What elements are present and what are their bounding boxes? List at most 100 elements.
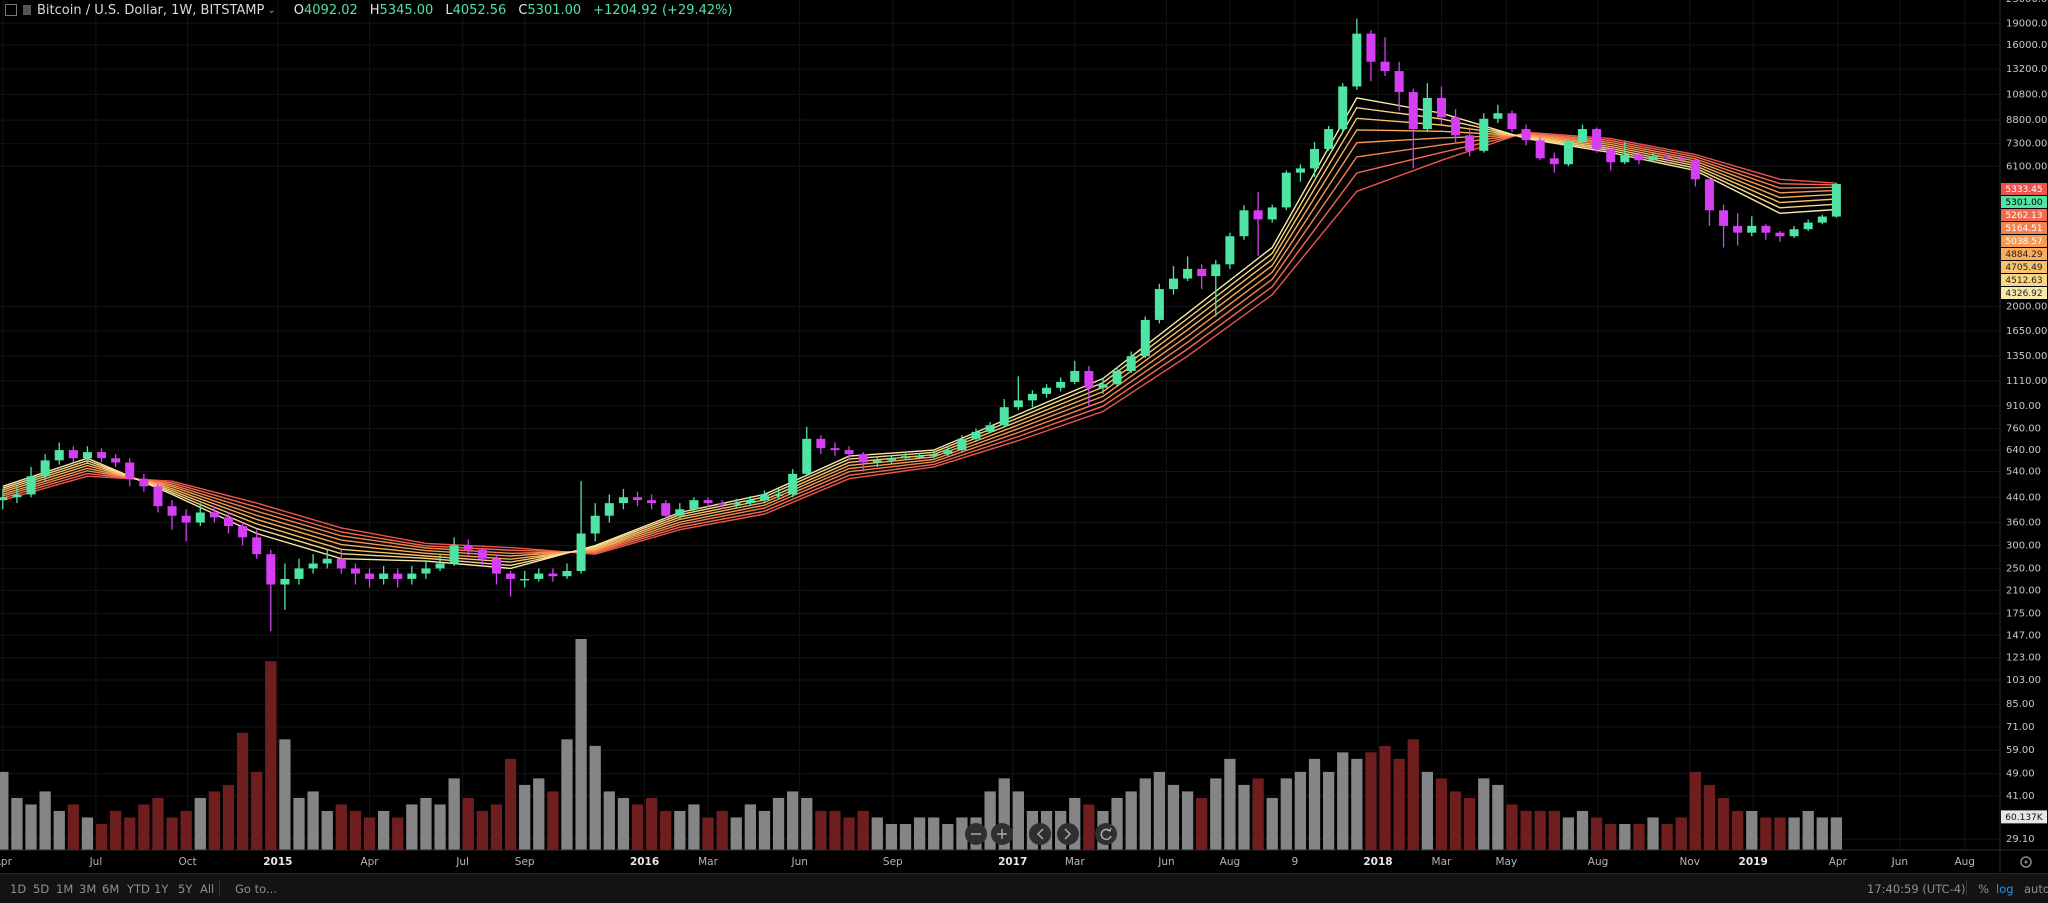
- x-tick-label: 2019: [1739, 856, 1768, 868]
- x-tick-label: Jul: [455, 856, 469, 868]
- y-tick-label: 210.00: [2006, 585, 2041, 596]
- close-key: C: [518, 2, 528, 18]
- scale-option[interactable]: %: [1978, 882, 1989, 896]
- volume-bar: [25, 804, 37, 850]
- chart-background: [0, 0, 2048, 873]
- candle-body: [153, 486, 163, 507]
- volume-bar: [462, 797, 474, 850]
- volume-bar: [1238, 784, 1250, 850]
- volume-bar: [222, 784, 235, 850]
- chart: 23000.00 19000.00 16000.00 13200.00 10800.00…: [0, 0, 2048, 873]
- volume-bar: [1478, 778, 1490, 850]
- volume-bar: [11, 797, 23, 850]
- volume-bar: [1576, 810, 1589, 850]
- candle-body: [1831, 183, 1841, 217]
- volume-bar: [448, 778, 460, 850]
- y-tick-label: 23000.00: [2006, 0, 2048, 5]
- zoom-out-button[interactable]: [965, 823, 987, 845]
- volume-bar: [1125, 791, 1137, 850]
- volume-bar: [1083, 804, 1095, 850]
- candle-body: [266, 554, 276, 585]
- candle-body: [167, 506, 177, 516]
- volume-bar: [1069, 797, 1081, 850]
- low-key: L: [445, 2, 453, 18]
- x-tick-label: Apr: [0, 856, 13, 868]
- volume-bar: [519, 784, 531, 850]
- volume-bar: [321, 810, 333, 850]
- x-tick-label: Sep: [515, 856, 535, 868]
- goto-button[interactable]: Go to...: [235, 882, 277, 896]
- candle-body: [491, 558, 501, 574]
- ribbon-line: [2, 97, 1837, 570]
- volume-bar: [1181, 791, 1194, 850]
- range-button[interactable]: 5Y: [178, 882, 193, 896]
- volume-bar: [1167, 784, 1180, 850]
- range-button[interactable]: All: [200, 882, 215, 896]
- volume-bar: [758, 810, 771, 850]
- volume-bar: [984, 791, 996, 850]
- candle-body: [506, 573, 516, 579]
- zoom-in-button[interactable]: [991, 823, 1013, 845]
- range-button[interactable]: 6M: [102, 882, 120, 896]
- volume-bar: [871, 817, 883, 850]
- volume-bar: [1830, 817, 1843, 850]
- symbol-menu[interactable]: ⌄: [267, 4, 276, 16]
- candle-body: [1070, 370, 1080, 382]
- volume-bar: [1703, 784, 1716, 850]
- volume-bar: [166, 817, 178, 850]
- y-tick-label: 29.10: [2006, 834, 2035, 845]
- range-button[interactable]: YTD: [127, 882, 150, 896]
- y-tick-label: 1110.00: [2006, 376, 2047, 387]
- price-tag: [2001, 209, 2047, 221]
- separator: [219, 880, 220, 896]
- price-tag: [2001, 261, 2047, 273]
- volume-bar: [899, 823, 912, 850]
- y-tick-label: 360.00: [2006, 518, 2041, 529]
- candle-body: [407, 573, 417, 579]
- candle-body: [1408, 92, 1418, 130]
- scroll-right-button[interactable]: [1057, 823, 1079, 845]
- candle-body: [788, 473, 798, 495]
- settings-button[interactable]: [2020, 856, 2032, 868]
- y-tick-label: 1650.00: [2006, 326, 2047, 337]
- volume-bar: [603, 791, 615, 850]
- candle-body: [463, 545, 473, 550]
- ribbon-line: [2, 133, 1837, 555]
- candle-body: [590, 515, 600, 534]
- volume-tag-label: 60.137K: [2005, 813, 2043, 823]
- candle-body: [858, 454, 868, 463]
- price-axis-background: [2000, 0, 2048, 873]
- scale-option[interactable]: log: [1996, 882, 2014, 896]
- range-button[interactable]: 1Y: [154, 882, 169, 896]
- volume-bar: [1111, 797, 1123, 850]
- volume-bar: [843, 817, 855, 850]
- scale-option[interactable]: auto: [2024, 882, 2048, 896]
- range-button[interactable]: 1M: [56, 882, 74, 896]
- price-tag: [2001, 222, 2047, 234]
- candle-body: [1620, 154, 1630, 163]
- range-button[interactable]: 1D: [10, 882, 27, 896]
- scroll-left-button[interactable]: [1029, 823, 1051, 845]
- range-button[interactable]: 5D: [33, 882, 50, 896]
- x-tick-label: Jun: [1157, 856, 1174, 868]
- collapse-icon[interactable]: [5, 4, 17, 16]
- volume-bar: [363, 817, 376, 850]
- volume-bar: [1732, 810, 1744, 850]
- volume-bar: [194, 797, 206, 850]
- candle-body: [985, 425, 995, 432]
- reset-button[interactable]: [1095, 823, 1117, 845]
- volume-bar: [688, 804, 700, 850]
- volume-bar: [1760, 817, 1772, 850]
- x-tick-label: Aug: [1954, 856, 1975, 868]
- range-button[interactable]: 3M: [79, 882, 97, 896]
- candle-body: [872, 460, 882, 463]
- symbol-title[interactable]: Bitcoin / U.S. Dollar, 1W, BITSTAMP: [37, 2, 265, 18]
- volume-bar: [942, 823, 954, 850]
- candle-body: [1563, 141, 1573, 165]
- volume-bar: [377, 810, 390, 850]
- volume-bar: [279, 739, 291, 850]
- volume-bar: [236, 732, 249, 850]
- candle-body: [1577, 129, 1588, 142]
- candle-body: [1056, 381, 1066, 388]
